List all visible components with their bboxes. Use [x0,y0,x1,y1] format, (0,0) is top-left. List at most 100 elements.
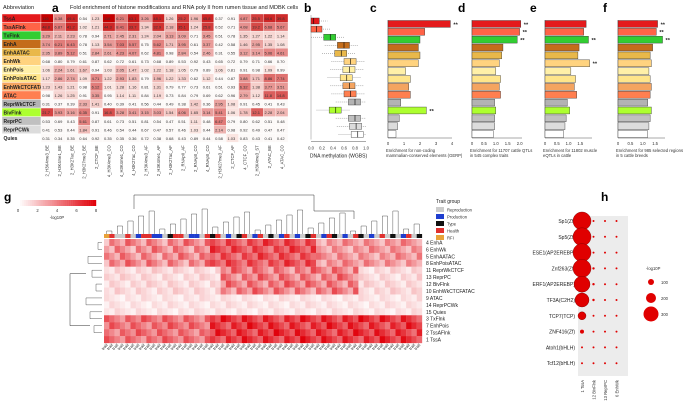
heatmap-cell [151,294,158,302]
fold-enrichment-value: 0.38 [178,102,187,107]
heatmap-cell [215,245,221,254]
heatmap-cell [326,239,333,247]
heatmap-cell [406,266,412,274]
heatmap-cell [172,259,179,267]
heatmap-cell [114,315,121,323]
heatmap-cell [135,259,142,267]
heatmap-cell [305,308,311,316]
heatmap-cell [353,322,359,330]
heatmap-cell [141,287,147,295]
heatmap-cell [125,273,131,281]
motif-dot [592,330,595,333]
heatmap-cell [347,259,354,267]
heatmap-cell [400,308,407,316]
colorbar-segment [25,200,28,206]
tick-label: 1.5 [652,141,658,146]
heatmap-cell [374,287,380,295]
fold-enrichment-value: 3.14 [203,110,212,115]
fold-enrichment-value: 1.23 [42,85,51,90]
heatmap-cell [310,308,317,316]
heatmap-cell [151,252,158,260]
heatmap-cell [305,266,311,274]
heatmap-cell [109,266,115,274]
heatmap-cell [289,336,295,344]
heatmap-cell [406,273,412,281]
heatmap-cell [395,266,401,274]
heatmap-cell [257,280,264,288]
column-label: trait [206,342,215,351]
heatmap-cell [369,252,375,260]
heatmap-cell [231,301,237,309]
bar [617,91,651,99]
bar [387,51,421,60]
trait-group-cell [109,234,115,238]
trait-group-cell [321,234,327,238]
column-label: trait [323,342,332,351]
heatmap-cell [167,273,174,281]
fold-enrichment-value: 0.84 [178,93,187,98]
fold-enrichment-value: 6.35 [79,110,88,115]
colorbar-segment [92,200,95,206]
heatmap-cell [268,322,274,330]
fold-enrichment-value: 0.51 [79,50,88,55]
heatmap-cell [141,239,147,247]
heatmap-cell [167,259,174,267]
heatmap-cell [204,252,211,260]
heatmap-cell [236,329,242,337]
state-label: EnhAATAC [4,51,31,57]
heatmap-cell [220,239,227,247]
fold-enrichment-value: 5.61 [79,119,88,124]
heatmap-cell [273,252,280,260]
fold-enrichment-value: 0.91 [240,67,249,72]
box-body [348,98,361,106]
panel-a-title: Fold enrichment of histone modifications… [70,5,298,11]
state-label: BivFlnk [4,110,22,116]
heatmap-cell [104,266,110,274]
dendrogram-branch [329,217,335,234]
trait-group-cell [210,234,216,238]
heatmap-cell [257,287,264,295]
heatmap-cell [278,294,285,302]
fold-enrichment-value: 0.72 [141,136,150,141]
tf-label: Znf263(Zf) [552,266,576,272]
heatmap-cell [374,315,380,323]
column-label: trait [175,342,184,351]
dendrogram-branch [191,213,197,234]
column-label: trait [381,342,390,351]
colorbar-tick: 2 [36,208,39,213]
heatmap-cell [225,239,232,247]
heatmap-cell [379,329,386,337]
heatmap-cell [406,239,412,247]
heatmap-cell [162,280,168,288]
fold-enrichment-value: 0.37 [55,102,64,107]
heatmap-cell [310,259,317,267]
heatmap-cell [194,280,200,288]
heatmap-cell [337,239,343,247]
heatmap-cell [310,252,317,260]
heatmap-cell [204,322,211,330]
heatmap-cell [114,266,121,274]
heatmap-cell [331,329,338,337]
heatmap-cell [384,301,391,309]
heatmap-cell [162,336,168,344]
fold-enrichment-value: 25.2 [178,16,187,21]
bar [544,114,567,122]
fold-enrichment-value: 0.49 [166,102,175,107]
heatmap-cell [337,280,343,288]
fold-enrichment-value: 0.45 [252,102,261,107]
heatmap-cell [257,239,264,247]
heatmap-cell [231,245,237,254]
heatmap-cell [305,301,311,309]
motif-dot [615,346,618,349]
mark-column-label: 2_H3K4me3_ST [255,145,260,176]
dendrogram-branch [382,215,388,234]
fold-enrichment-value: 1.46 [240,42,249,47]
fold-enrichment-value: 2.45 [116,33,125,38]
heatmap-cell [204,273,211,281]
heatmap-cell [321,294,327,302]
heatmap-cell [188,287,195,295]
fold-enrichment-value: 3.41 [129,110,138,115]
trait-group-cell [263,234,269,238]
fold-enrichment-value: 1.03 [227,136,236,141]
